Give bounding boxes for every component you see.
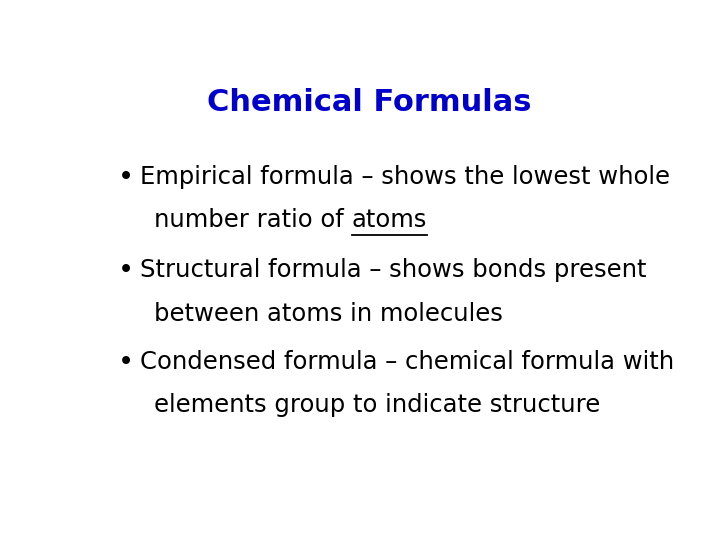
- Text: Condensed formula – chemical formula with: Condensed formula – chemical formula wit…: [140, 349, 675, 374]
- Text: number ratio of: number ratio of: [154, 208, 351, 232]
- Text: •: •: [118, 258, 134, 284]
- Text: Chemical Formulas: Chemical Formulas: [207, 87, 531, 117]
- Text: •: •: [118, 165, 134, 191]
- Text: Empirical formula – shows the lowest whole: Empirical formula – shows the lowest who…: [140, 165, 670, 188]
- Text: between atoms in molecules: between atoms in molecules: [154, 302, 503, 326]
- Text: Structural formula – shows bonds present: Structural formula – shows bonds present: [140, 258, 647, 282]
- Text: atoms: atoms: [351, 208, 427, 232]
- Text: •: •: [118, 349, 134, 376]
- Text: elements group to indicate structure: elements group to indicate structure: [154, 393, 600, 417]
